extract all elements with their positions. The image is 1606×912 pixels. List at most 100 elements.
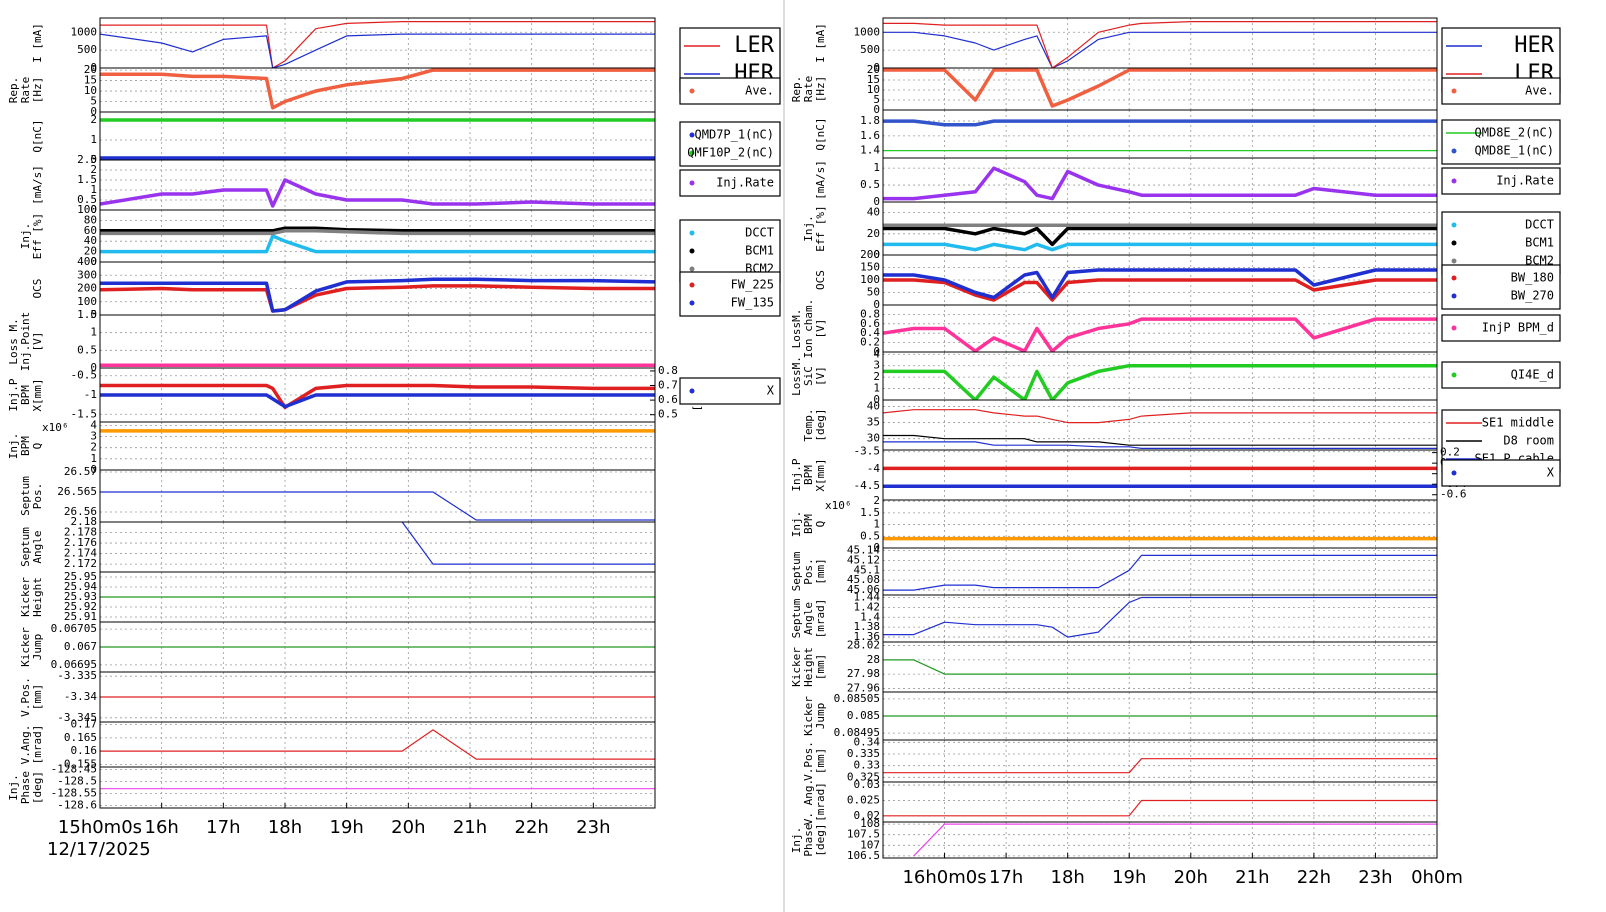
y-axis-label: Q[nC] bbox=[814, 117, 827, 150]
series-line bbox=[883, 441, 1437, 449]
legend-box bbox=[679, 77, 781, 105]
y-axis-label: Jump bbox=[31, 634, 44, 661]
series-line bbox=[100, 277, 655, 313]
x-tick-label: 0h0m bbox=[1411, 867, 1463, 888]
x-tick-label: 22h bbox=[1297, 867, 1331, 888]
legend-box bbox=[679, 121, 781, 167]
y-tick-label: 107.5 bbox=[847, 828, 880, 841]
y-tick-label: -4.5 bbox=[854, 479, 881, 492]
series-line bbox=[883, 119, 1437, 127]
y-tick-label: 10 bbox=[867, 83, 880, 96]
x-tick-label: 23h bbox=[576, 817, 610, 838]
legend-label: DCCT bbox=[1525, 218, 1554, 232]
y-tick-label: 400 bbox=[77, 255, 97, 268]
y-axis-label: BPM bbox=[802, 514, 815, 534]
y-axis-label: Septum bbox=[19, 476, 32, 516]
y-tick-label: 1 bbox=[90, 133, 97, 146]
y-tick-label: -1.5 bbox=[71, 407, 98, 420]
y-axis-label: V.Pos. bbox=[802, 741, 815, 781]
y-axis-label: Inj.P bbox=[790, 458, 803, 491]
y-axis-label: V.Ang. bbox=[19, 725, 32, 765]
y-tick-label: 1 bbox=[873, 382, 880, 395]
y-tick-label: 0.02 bbox=[854, 809, 881, 822]
x-tick-label: 16h bbox=[145, 817, 179, 838]
legend-swatch bbox=[1451, 178, 1457, 184]
series-line bbox=[883, 31, 1437, 68]
y-tick-label: 40 bbox=[84, 234, 97, 247]
y-axis-label: [mrad] bbox=[31, 725, 44, 765]
panel-frame bbox=[99, 766, 656, 809]
y-tick-label: 25.92 bbox=[64, 600, 97, 613]
y-tick-label: 0.325 bbox=[847, 770, 880, 783]
y-tick-label: 80 bbox=[84, 213, 97, 226]
y2-tick-label: -0.6 bbox=[1440, 488, 1467, 501]
y-axis-label: Inj. bbox=[790, 511, 803, 538]
legend-swatch bbox=[1451, 240, 1457, 246]
y-tick-label: 0 bbox=[90, 153, 97, 166]
legend-swatch bbox=[689, 132, 695, 138]
series-line bbox=[100, 491, 655, 521]
series-line bbox=[883, 554, 1437, 591]
y-tick-label: 35 bbox=[867, 416, 880, 429]
legend-box bbox=[1441, 167, 1561, 195]
y-tick-label: 500 bbox=[860, 43, 880, 56]
y-tick-label: 1.5 bbox=[77, 308, 97, 321]
y-axis-label: X[mm] bbox=[31, 378, 44, 411]
x-tick-label: 18h bbox=[1051, 867, 1085, 888]
y2-tick-label: 0.2 bbox=[1440, 446, 1460, 459]
y-tick-label: -3.34 bbox=[64, 690, 97, 703]
legend-box bbox=[1441, 264, 1561, 310]
y-tick-label: 1 bbox=[90, 183, 97, 196]
legend-swatch bbox=[1451, 148, 1457, 154]
legend-box bbox=[1441, 314, 1561, 342]
y-tick-label: 1 bbox=[90, 326, 97, 339]
y-tick-label: 0 bbox=[873, 61, 880, 74]
y-tick-label: 45.06 bbox=[847, 583, 880, 596]
y-axis-label: Inj. bbox=[7, 433, 20, 460]
legend-label: Inj.Rate bbox=[716, 176, 774, 190]
y-axis-label: Q bbox=[31, 443, 44, 450]
y-axis-label: X[mm] bbox=[814, 458, 827, 491]
y-tick-label: 0.33 bbox=[854, 759, 881, 772]
y-axis-label: Inj. bbox=[19, 223, 32, 250]
y-tick-label: 25.94 bbox=[64, 580, 97, 593]
y-axis-label: [V] bbox=[31, 332, 44, 352]
y-tick-label: 300 bbox=[77, 268, 97, 281]
y-tick-label: 2.18 bbox=[71, 515, 98, 528]
x-tick-label: 18h bbox=[268, 817, 302, 838]
series-line bbox=[401, 522, 655, 565]
y-tick-label: 27.98 bbox=[847, 667, 880, 680]
y-axis-label: [Hz] bbox=[814, 76, 827, 103]
series-line bbox=[100, 284, 655, 313]
legend-swatch bbox=[689, 266, 695, 272]
y-tick-label: 1.6 bbox=[860, 129, 880, 142]
series-line bbox=[100, 21, 655, 68]
legend-label: BW_270 bbox=[1511, 289, 1554, 303]
y-tick-label: 1 bbox=[873, 161, 880, 174]
y-tick-label: 2.176 bbox=[64, 536, 97, 549]
y2-tick-label: 0.6 bbox=[658, 393, 678, 406]
legend-label: Inj.Rate bbox=[1496, 174, 1554, 188]
y-tick-label: 0.155 bbox=[64, 757, 97, 770]
y-tick-label: 100 bbox=[860, 273, 880, 286]
y-tick-label: 25.95 bbox=[64, 570, 97, 583]
legend-label: QMD8E_1(nC) bbox=[1475, 144, 1554, 158]
y-tick-label: 15 bbox=[84, 74, 97, 87]
legend-label: LER bbox=[734, 33, 774, 58]
y-axis-label: I [mA] bbox=[814, 23, 827, 63]
y-axis-label: Ion cham. bbox=[802, 299, 815, 359]
y-axis-label: Height bbox=[802, 647, 815, 687]
y-tick-label: 1000 bbox=[854, 25, 881, 38]
x-tick-label: 15h0m0s bbox=[58, 817, 142, 838]
x-tick-label: 17h bbox=[989, 867, 1023, 888]
y-axis-label: [mm] bbox=[814, 654, 827, 681]
x-tick-label: 19h bbox=[330, 817, 364, 838]
legend-label: BCM1 bbox=[745, 244, 774, 258]
x-tick-label: 22h bbox=[515, 817, 549, 838]
legend-label: X bbox=[767, 384, 775, 398]
y-tick-label: 1.36 bbox=[854, 630, 881, 643]
y-tick-label: 1.8 bbox=[860, 114, 880, 127]
y-tick-label: 0.5 bbox=[860, 178, 880, 191]
